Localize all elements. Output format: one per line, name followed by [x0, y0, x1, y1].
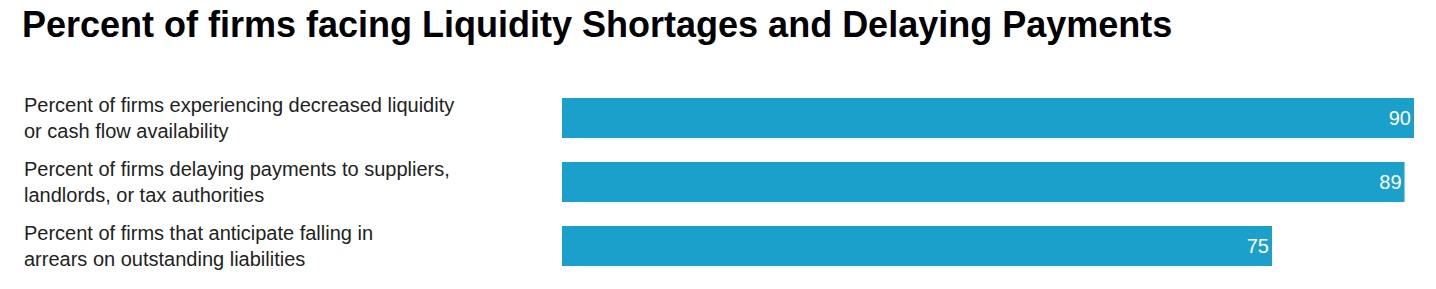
- svg-text:Percent of firms delaying paym: Percent of firms delaying payments to su…: [24, 158, 450, 206]
- svg-text:Percent of firms facing Liquid: Percent of firms facing Liquidity Shorta…: [22, 4, 1172, 45]
- svg-text:89: 89: [1379, 171, 1401, 193]
- svg-text:75: 75: [1247, 235, 1269, 257]
- svg-text:Percent of firms that anticipa: Percent of firms that anticipate falling…: [24, 222, 373, 270]
- svg-text:90: 90: [1389, 107, 1411, 129]
- svg-text:Percent of firms experiencing: Percent of firms experiencing decreased …: [24, 94, 454, 142]
